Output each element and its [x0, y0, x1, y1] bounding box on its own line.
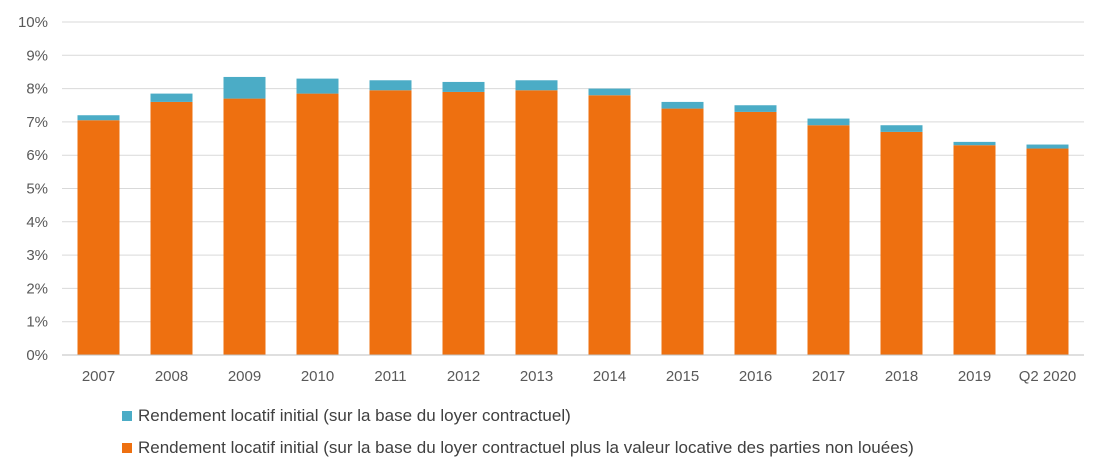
legend: Rendement locatif initial (sur la base d…: [122, 400, 914, 464]
bar-blue-2010: [296, 78, 339, 94]
bar-orange-2007: [77, 120, 120, 355]
bar-blue-2011: [369, 80, 412, 91]
bar-orange-2018: [880, 131, 923, 355]
y-tick-label: 9%: [26, 47, 48, 64]
bar-orange-2010: [296, 93, 339, 355]
bar-blue-2016: [734, 105, 777, 112]
x-tick-label: 2009: [228, 368, 261, 385]
legend-swatch-orange: [122, 443, 132, 453]
bar-orange-2012: [442, 91, 485, 356]
bar-orange-2019: [953, 145, 996, 355]
x-axis-tick-labels: 2007 2008 2009 2010 2011 2012 2013 2014 2015 2016…: [82, 368, 1076, 385]
x-tick-label: 2007: [82, 368, 115, 385]
y-tick-label: 0%: [26, 347, 48, 364]
y-tick-label: 3%: [26, 247, 48, 264]
bar-orange-2013: [515, 90, 558, 355]
y-tick-label: 2%: [26, 280, 48, 297]
x-tick-label: 2012: [447, 368, 480, 385]
bar-orange-q2-2020: [1026, 148, 1069, 355]
bar-blue-2012: [442, 81, 485, 92]
bar-blue-2007: [77, 115, 120, 121]
y-tick-label: 8%: [26, 81, 48, 98]
legend-label-loyer-contractuel: Rendement locatif initial (sur la base d…: [138, 406, 571, 425]
x-tick-label: 2019: [958, 368, 991, 385]
x-tick-label: 2015: [666, 368, 699, 385]
bar-blue-2017: [807, 118, 850, 126]
bar-blue-2014: [588, 88, 631, 96]
y-tick-label: 1%: [26, 314, 48, 331]
bar-orange-2014: [588, 95, 631, 355]
bar-orange-2011: [369, 90, 412, 355]
legend-label-loyer-plus-valeur-locative: Rendement locatif initial (sur la base d…: [138, 438, 914, 457]
y-tick-label: 7%: [26, 114, 48, 131]
legend-item-loyer-contractuel: Rendement locatif initial (sur la base d…: [122, 400, 914, 432]
bar-orange-2017: [807, 125, 850, 355]
bars: [77, 76, 1069, 356]
bar-blue-2019: [953, 141, 996, 146]
x-tick-label: Q2 2020: [1019, 368, 1077, 385]
x-tick-label: 2018: [885, 368, 918, 385]
x-tick-label: 2008: [155, 368, 188, 385]
bar-blue-2015: [661, 101, 704, 109]
bar-orange-2016: [734, 111, 777, 355]
x-tick-label: 2017: [812, 368, 845, 385]
legend-item-loyer-plus-valeur-locative: Rendement locatif initial (sur la base d…: [122, 432, 914, 464]
bar-orange-2009: [223, 98, 266, 355]
x-tick-label: 2011: [374, 368, 406, 385]
y-tick-label: 6%: [26, 147, 48, 164]
bar-blue-2018: [880, 125, 923, 132]
legend-swatch-blue: [122, 411, 132, 421]
y-tick-label: 10%: [18, 14, 48, 31]
y-tick-label: 4%: [26, 214, 48, 231]
bar-orange-2015: [661, 108, 704, 355]
bar-orange-2008: [150, 101, 193, 355]
x-tick-label: 2010: [301, 368, 334, 385]
y-axis-tick-labels: 0% 1% 2% 3% 4% 5% 6% 7% 8% 9% 10%: [18, 14, 48, 364]
bar-blue-2008: [150, 93, 193, 102]
bar-blue-2009: [223, 76, 266, 99]
x-tick-label: 2013: [520, 368, 553, 385]
bar-blue-q2-2020: [1026, 144, 1069, 149]
x-tick-label: 2016: [739, 368, 772, 385]
x-tick-label: 2014: [593, 368, 626, 385]
bar-blue-2013: [515, 80, 558, 91]
y-tick-label: 5%: [26, 181, 48, 198]
gridlines: [62, 21, 1084, 323]
